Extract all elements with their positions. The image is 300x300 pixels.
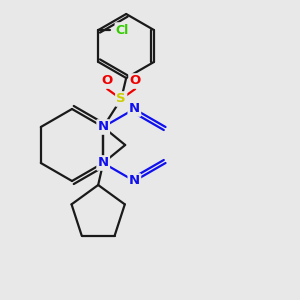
Text: N: N bbox=[98, 121, 109, 134]
Text: N: N bbox=[129, 103, 140, 116]
Text: Cl: Cl bbox=[116, 23, 129, 37]
Text: N: N bbox=[98, 157, 109, 169]
Text: S: S bbox=[116, 92, 126, 106]
Text: O: O bbox=[130, 74, 141, 88]
Text: N: N bbox=[129, 175, 140, 188]
Text: O: O bbox=[102, 74, 113, 88]
